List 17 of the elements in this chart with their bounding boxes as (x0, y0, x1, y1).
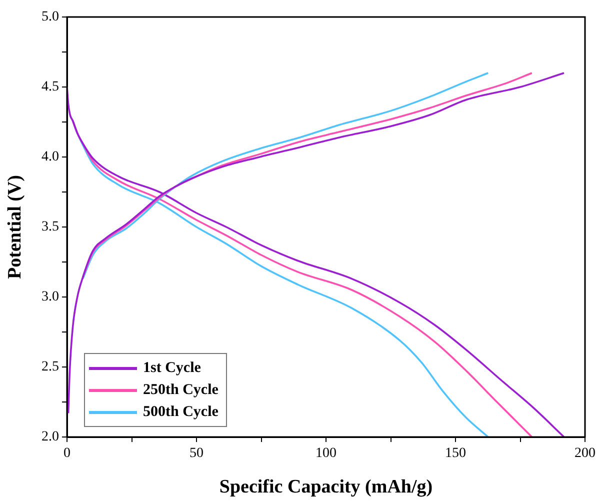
x-tick-label: 200 (574, 446, 596, 462)
y-tick-label: 4.5 (42, 80, 59, 95)
legend-label: 1st Cycle (143, 360, 201, 376)
legend-label: 500th Cycle (143, 404, 218, 420)
x-tick-label: 150 (445, 446, 466, 462)
legend-label: 250th Cycle (143, 382, 218, 398)
x-tick-label: 0 (64, 446, 70, 462)
y-tick-label: 5.0 (42, 10, 59, 25)
x-tick-label: 100 (316, 446, 336, 462)
y-tick-label: 3.5 (42, 220, 59, 235)
x-tick-label: 50 (190, 446, 204, 462)
x-axis-title: Specific Capacity (mAh/g) (219, 476, 433, 498)
y-tick-label: 2.5 (42, 360, 59, 375)
y-axis-title: Potential (V) (4, 175, 26, 279)
y-tick-label: 2.0 (42, 430, 59, 445)
y-tick-label: 4.0 (42, 150, 59, 165)
y-tick-label: 3.0 (42, 290, 59, 305)
